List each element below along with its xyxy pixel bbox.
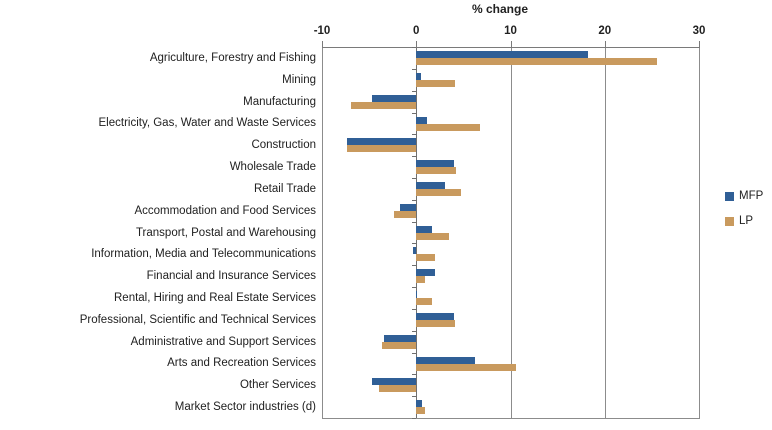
category-tick bbox=[412, 221, 417, 223]
x-axis-tick bbox=[699, 41, 700, 47]
mfp-bar bbox=[372, 94, 417, 102]
category-label: Retail Trade bbox=[253, 182, 316, 195]
lp-bar bbox=[346, 145, 417, 153]
lp-legend-swatch-icon bbox=[725, 216, 734, 226]
category-tick bbox=[412, 330, 417, 332]
chart-title: % change bbox=[471, 2, 528, 16]
x-axis-line bbox=[322, 47, 700, 48]
lp-bar bbox=[416, 123, 481, 131]
lp-bar bbox=[416, 254, 436, 262]
mfp-bar bbox=[416, 225, 433, 233]
legend-label: LP bbox=[739, 215, 754, 227]
lp-bar bbox=[382, 341, 417, 349]
lp-bar bbox=[416, 58, 657, 65]
category-label: Construction bbox=[251, 139, 316, 152]
category-label: Mining bbox=[282, 73, 316, 86]
mfp-bar bbox=[416, 291, 418, 299]
x-gridline bbox=[510, 47, 512, 418]
category-tick bbox=[412, 287, 417, 289]
lp-bar bbox=[416, 232, 450, 240]
mfp-bar bbox=[416, 181, 446, 189]
mfp-bar bbox=[416, 116, 427, 124]
lp-bar bbox=[416, 319, 455, 327]
mfp-bar bbox=[347, 138, 417, 146]
category-label: Manufacturing bbox=[243, 95, 316, 108]
mfp-bar bbox=[416, 160, 454, 168]
lp-bar bbox=[416, 276, 425, 284]
category-label: Agriculture, Forestry and Fishing bbox=[149, 51, 316, 64]
x-axis-tick-label: 10 bbox=[504, 25, 517, 37]
x-gridline bbox=[604, 47, 606, 418]
mfp-bar bbox=[413, 247, 417, 255]
category-label: Administrative and Support Services bbox=[130, 335, 316, 348]
category-tick bbox=[412, 90, 417, 92]
mfp-bar bbox=[416, 400, 422, 408]
lp-bar bbox=[416, 363, 517, 371]
category-tick bbox=[412, 156, 417, 158]
mfp-bar bbox=[416, 356, 475, 364]
category-tick bbox=[412, 112, 417, 114]
mfp-legend-swatch-icon bbox=[725, 191, 734, 201]
category-tick bbox=[412, 352, 417, 354]
category-label: Professional, Scientific and Technical S… bbox=[79, 313, 316, 326]
x-axis-tick bbox=[604, 41, 606, 47]
x-gridline bbox=[322, 47, 323, 418]
category-tick bbox=[412, 134, 417, 136]
category-label: Financial and Insurance Services bbox=[146, 270, 316, 283]
lp-bar bbox=[378, 385, 417, 393]
legend-item-mfp: MFP bbox=[725, 190, 763, 202]
x-axis-tick-label: -10 bbox=[313, 25, 331, 37]
lp-bar bbox=[416, 79, 455, 87]
category-label: Electricity, Gas, Water and Waste Servic… bbox=[98, 117, 317, 130]
x-axis-tick bbox=[510, 41, 512, 47]
legend-item-lp: LP bbox=[725, 215, 753, 227]
category-label: Arts and Recreation Services bbox=[167, 357, 316, 370]
lp-bar bbox=[393, 210, 417, 218]
category-label: Rental, Hiring and Real Estate Services bbox=[114, 292, 316, 304]
category-tick bbox=[412, 374, 417, 376]
mfp-bar bbox=[416, 269, 436, 277]
x-axis-tick-label: 20 bbox=[598, 25, 612, 37]
x-axis-tick bbox=[416, 41, 418, 47]
mfp-bar bbox=[372, 378, 417, 386]
category-tick bbox=[412, 243, 417, 245]
category-tick bbox=[412, 308, 417, 310]
x-axis-tick bbox=[322, 41, 323, 47]
mfp-bar bbox=[416, 312, 454, 320]
category-tick bbox=[412, 68, 417, 70]
legend-label: MFP bbox=[739, 190, 764, 202]
category-tick bbox=[412, 396, 417, 398]
category-tick bbox=[412, 418, 417, 419]
plot-bottom-border bbox=[322, 418, 700, 419]
category-tick bbox=[412, 47, 417, 48]
mfp-bar bbox=[416, 51, 588, 58]
lp-bar bbox=[416, 298, 433, 306]
x-axis-tick-label: 0 bbox=[413, 25, 420, 37]
category-label: Other Services bbox=[239, 379, 316, 392]
lp-bar bbox=[416, 407, 425, 415]
category-tick bbox=[412, 199, 417, 201]
x-axis-tick-label: 30 bbox=[692, 25, 706, 37]
lp-bar bbox=[351, 101, 417, 109]
mfp-bar bbox=[416, 72, 421, 80]
category-tick bbox=[412, 265, 417, 267]
mfp-bar bbox=[384, 334, 417, 342]
category-label: Market Sector industries (d) bbox=[174, 401, 316, 414]
mfp-bar bbox=[400, 203, 417, 211]
category-label: Wholesale Trade bbox=[229, 161, 316, 173]
category-tick bbox=[412, 177, 417, 179]
category-label: Information, Media and Telecommunication… bbox=[91, 248, 316, 261]
category-label: Accommodation and Food Services bbox=[134, 204, 316, 217]
x-gridline bbox=[699, 47, 700, 418]
category-label: Transport, Postal and Warehousing bbox=[135, 226, 316, 239]
lp-bar bbox=[416, 167, 456, 175]
lp-bar bbox=[416, 188, 461, 196]
